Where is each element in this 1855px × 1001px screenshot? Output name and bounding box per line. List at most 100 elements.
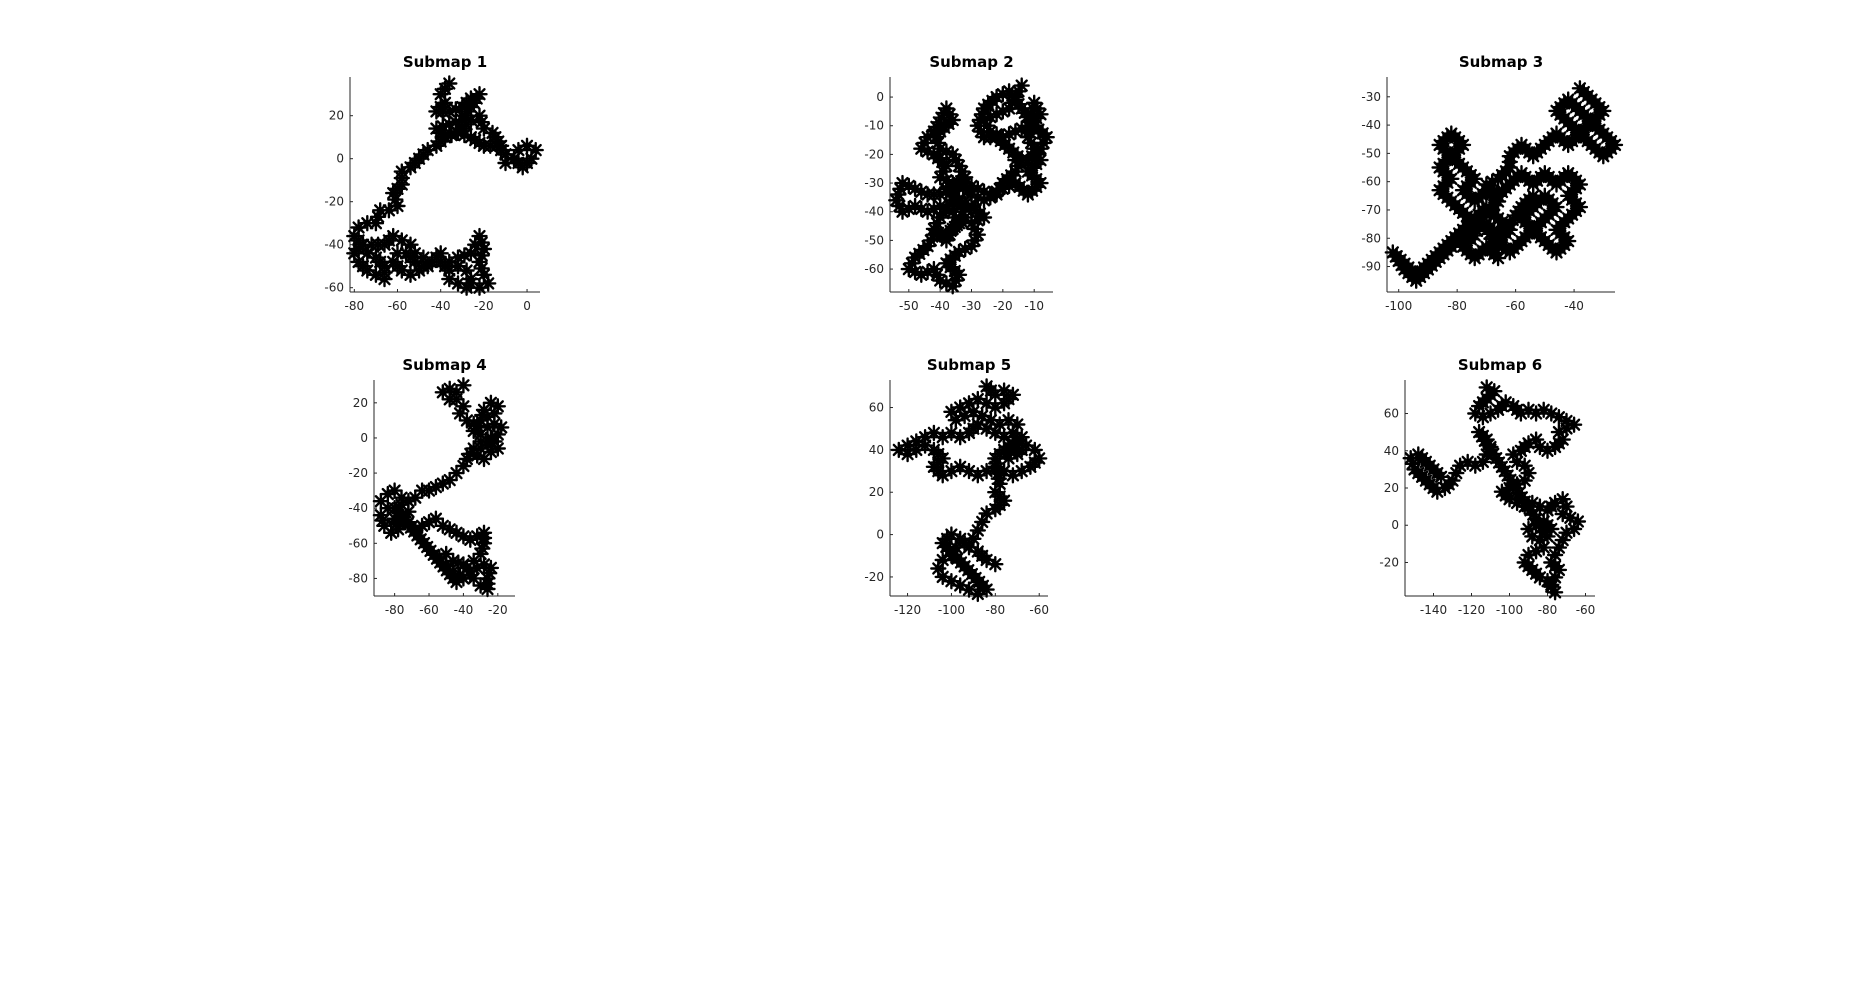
data-point: [432, 245, 449, 262]
data-point: [947, 539, 964, 556]
x-tick-label: -80: [385, 603, 405, 617]
data-point: [475, 240, 493, 258]
data-point: [1512, 442, 1530, 459]
data-point: [1478, 446, 1495, 463]
y-tick-label: -20: [1379, 555, 1399, 569]
data-point: [888, 192, 905, 209]
data-point: [933, 109, 950, 126]
data-point: [1550, 409, 1568, 426]
data-point: [935, 104, 953, 122]
data-point: [982, 412, 1000, 429]
y-tick-label: -40: [1361, 118, 1381, 132]
data-point: [1516, 457, 1533, 474]
data-point: [994, 103, 1011, 120]
data-point: [1546, 569, 1564, 586]
data-point: [925, 146, 943, 163]
data-point: [1478, 431, 1495, 448]
data-point: [963, 197, 980, 215]
data-point: [995, 395, 1013, 412]
x-tick-label: 0: [523, 299, 531, 313]
x-tick-label: -120: [1458, 603, 1485, 617]
data-point: [957, 240, 974, 258]
data-point: [1478, 379, 1495, 396]
data-point: [400, 493, 417, 510]
data-point: [991, 416, 1008, 433]
data-point: [428, 137, 445, 155]
data-point: [473, 234, 490, 251]
data-point: [455, 398, 472, 415]
data-point: [1558, 420, 1575, 437]
data-point: [1527, 431, 1545, 448]
data-point: [963, 214, 980, 232]
data-point: [472, 433, 489, 450]
data-point: [995, 429, 1013, 446]
data-point: [943, 424, 960, 442]
data-point: [987, 399, 1004, 416]
data-point: [462, 445, 479, 462]
data-point: [928, 214, 946, 232]
data-point: [1539, 572, 1556, 590]
y-tick-label: -50: [864, 233, 884, 247]
data-point: [458, 450, 476, 468]
data-point: [469, 447, 486, 464]
subplot-title: Submap 5: [927, 356, 1011, 374]
data-point: [479, 408, 496, 426]
y-tick-label: -20: [864, 570, 884, 584]
data-point: [925, 200, 943, 218]
data-point: [479, 570, 496, 587]
data-point: [372, 507, 390, 524]
y-tick-label: 60: [869, 401, 884, 415]
data-point: [475, 120, 493, 137]
data-point: [960, 424, 978, 442]
data-point: [928, 266, 946, 283]
x-tick-label: -60: [1029, 603, 1049, 617]
data-point: [447, 101, 464, 118]
data-point: [944, 146, 961, 163]
data-point: [1000, 177, 1018, 195]
data-point: [1488, 244, 1505, 262]
data-point: [1007, 174, 1024, 192]
x-tick-label: -50: [899, 299, 919, 313]
data-point: [475, 535, 493, 552]
y-tick-label: -90: [1361, 260, 1381, 274]
data-point: [385, 184, 402, 202]
y-tick-label: -60: [324, 281, 344, 295]
data-point: [1030, 450, 1048, 467]
data-point: [1554, 531, 1571, 549]
x-tick-label: -60: [1576, 603, 1596, 617]
data-point: [1527, 543, 1545, 560]
data-point: [950, 243, 968, 261]
data-point: [988, 106, 1005, 123]
data-point: [475, 266, 493, 283]
data-point: [1483, 173, 1501, 190]
data-point: [894, 174, 911, 192]
x-tick-label: -140: [1420, 603, 1447, 617]
data-point: [1531, 498, 1549, 515]
data-point: [906, 263, 924, 281]
data-point: [1505, 446, 1522, 463]
y-tick-label: -80: [348, 571, 368, 585]
data-point: [456, 126, 473, 144]
data-point: [469, 559, 486, 577]
data-point: [389, 514, 407, 531]
data-point: [1524, 494, 1541, 512]
data-point: [991, 180, 1008, 198]
data-point: [350, 219, 367, 236]
x-tick-label: -20: [474, 299, 494, 313]
data-point: [486, 415, 503, 433]
y-tick-label: 0: [360, 431, 368, 445]
data-point: [1520, 546, 1537, 564]
data-point: [527, 141, 544, 159]
data-point: [1010, 157, 1027, 175]
data-point: [1475, 209, 1493, 226]
data-point: [892, 180, 909, 198]
data-point: [952, 399, 969, 416]
data-point: [925, 424, 943, 442]
data-point: [359, 262, 376, 279]
data-point: [960, 395, 978, 412]
data-point: [1524, 187, 1542, 205]
data-point: [1470, 397, 1488, 415]
x-tick-label: -60: [388, 299, 408, 313]
data-point: [1459, 453, 1476, 471]
